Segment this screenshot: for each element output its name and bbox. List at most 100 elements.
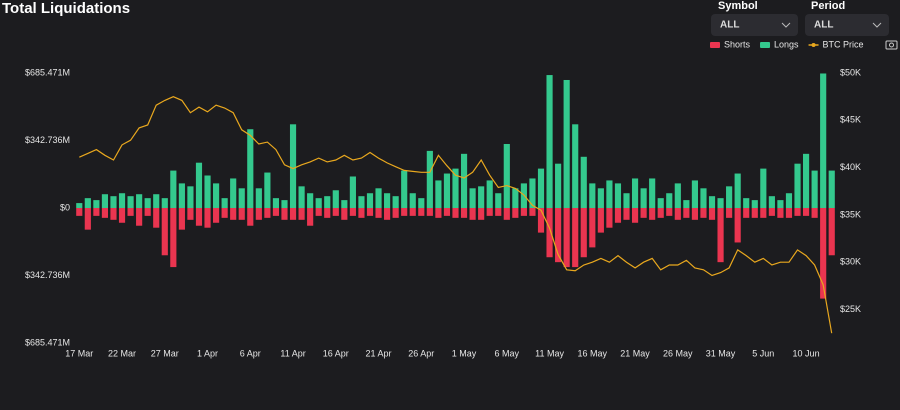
- bar: [726, 186, 733, 208]
- bar: [221, 198, 228, 208]
- bar: [93, 208, 100, 216]
- bar: [84, 198, 91, 208]
- bar: [811, 208, 818, 218]
- bar: [589, 208, 596, 248]
- bar: [324, 208, 331, 218]
- bar: [828, 208, 835, 256]
- bar: [623, 208, 630, 220]
- bar: [204, 175, 211, 208]
- camera-icon[interactable]: [885, 40, 898, 50]
- bar: [195, 208, 203, 226]
- bar: [230, 208, 237, 220]
- x-tick-label: 26 Apr: [408, 348, 434, 358]
- bar: [811, 170, 818, 208]
- y2-tick-label: $50K: [840, 67, 861, 77]
- bar: [384, 193, 391, 208]
- bar: [178, 208, 185, 230]
- bar: [768, 196, 775, 208]
- legend-marker: [811, 43, 816, 47]
- y-tick-label: $685.471M: [25, 337, 70, 347]
- bar: [683, 208, 690, 218]
- period-select[interactable]: [805, 14, 889, 36]
- bar: [631, 178, 639, 208]
- bar: [691, 208, 698, 220]
- bar: [708, 196, 716, 208]
- bar: [187, 186, 194, 208]
- bar: [307, 193, 314, 208]
- bar: [332, 190, 339, 208]
- bar: [537, 208, 545, 233]
- legend-marker: [760, 42, 771, 48]
- bar: [666, 208, 673, 216]
- bar: [649, 178, 656, 208]
- bar: [289, 208, 297, 220]
- bar: [726, 208, 733, 218]
- x-tick-label: 26 May: [663, 348, 693, 358]
- bar: [238, 208, 245, 220]
- symbol-select[interactable]: [711, 14, 798, 36]
- bar: [170, 208, 177, 268]
- bar: [409, 208, 416, 216]
- x-tick-label: 10 Jun: [793, 348, 820, 358]
- bar: [683, 200, 690, 208]
- bar: [802, 153, 810, 208]
- bar: [760, 208, 767, 218]
- bar: [289, 124, 297, 208]
- bar: [529, 208, 536, 216]
- bar: [375, 188, 382, 208]
- bar: [127, 196, 134, 208]
- x-tick-label: 17 Mar: [65, 348, 93, 358]
- bar: [820, 208, 827, 299]
- bar: [674, 183, 681, 208]
- bar: [460, 153, 468, 208]
- bar: [529, 178, 536, 208]
- bar: [170, 170, 177, 208]
- bar: [298, 186, 305, 208]
- bar: [204, 208, 211, 228]
- legend-label: Longs: [774, 39, 799, 49]
- bar: [118, 193, 126, 208]
- bar: [144, 208, 151, 216]
- bar: [110, 196, 117, 208]
- bar: [486, 208, 493, 216]
- bar: [717, 208, 724, 263]
- bar: [136, 194, 143, 208]
- bar: [153, 208, 160, 228]
- bar: [426, 208, 433, 216]
- control-label: Symbol: [718, 0, 758, 12]
- bar: [546, 208, 553, 258]
- bar: [281, 208, 288, 220]
- x-tick-label: 1 Apr: [197, 348, 218, 358]
- bar: [161, 198, 168, 208]
- bar: [238, 188, 245, 208]
- bar: [512, 188, 519, 208]
- bar: [418, 198, 425, 208]
- bar: [443, 173, 451, 208]
- bar: [657, 208, 664, 218]
- bar: [623, 193, 630, 208]
- x-tick-label: 11 May: [535, 348, 564, 358]
- bar: [555, 208, 562, 263]
- x-tick-label: 11 Apr: [280, 348, 305, 358]
- bar: [298, 208, 305, 220]
- bar: [341, 200, 348, 208]
- x-tick-label: 16 Apr: [323, 348, 349, 358]
- bar: [93, 200, 100, 208]
- legend-marker: [710, 42, 720, 48]
- bar: [332, 208, 339, 216]
- bar: [315, 208, 322, 216]
- x-tick-label: 16 May: [578, 348, 608, 358]
- bar: [563, 79, 570, 208]
- y-tick-label: $342.736M: [25, 135, 70, 145]
- bar: [495, 193, 502, 208]
- bar: [666, 193, 673, 208]
- bar: [734, 173, 741, 208]
- select-value: ALL: [814, 20, 833, 31]
- bar: [614, 183, 622, 208]
- y2-tick-label: $30K: [840, 257, 861, 267]
- legend-label: Shorts: [724, 39, 751, 49]
- bar: [828, 170, 835, 208]
- bar: [743, 198, 750, 208]
